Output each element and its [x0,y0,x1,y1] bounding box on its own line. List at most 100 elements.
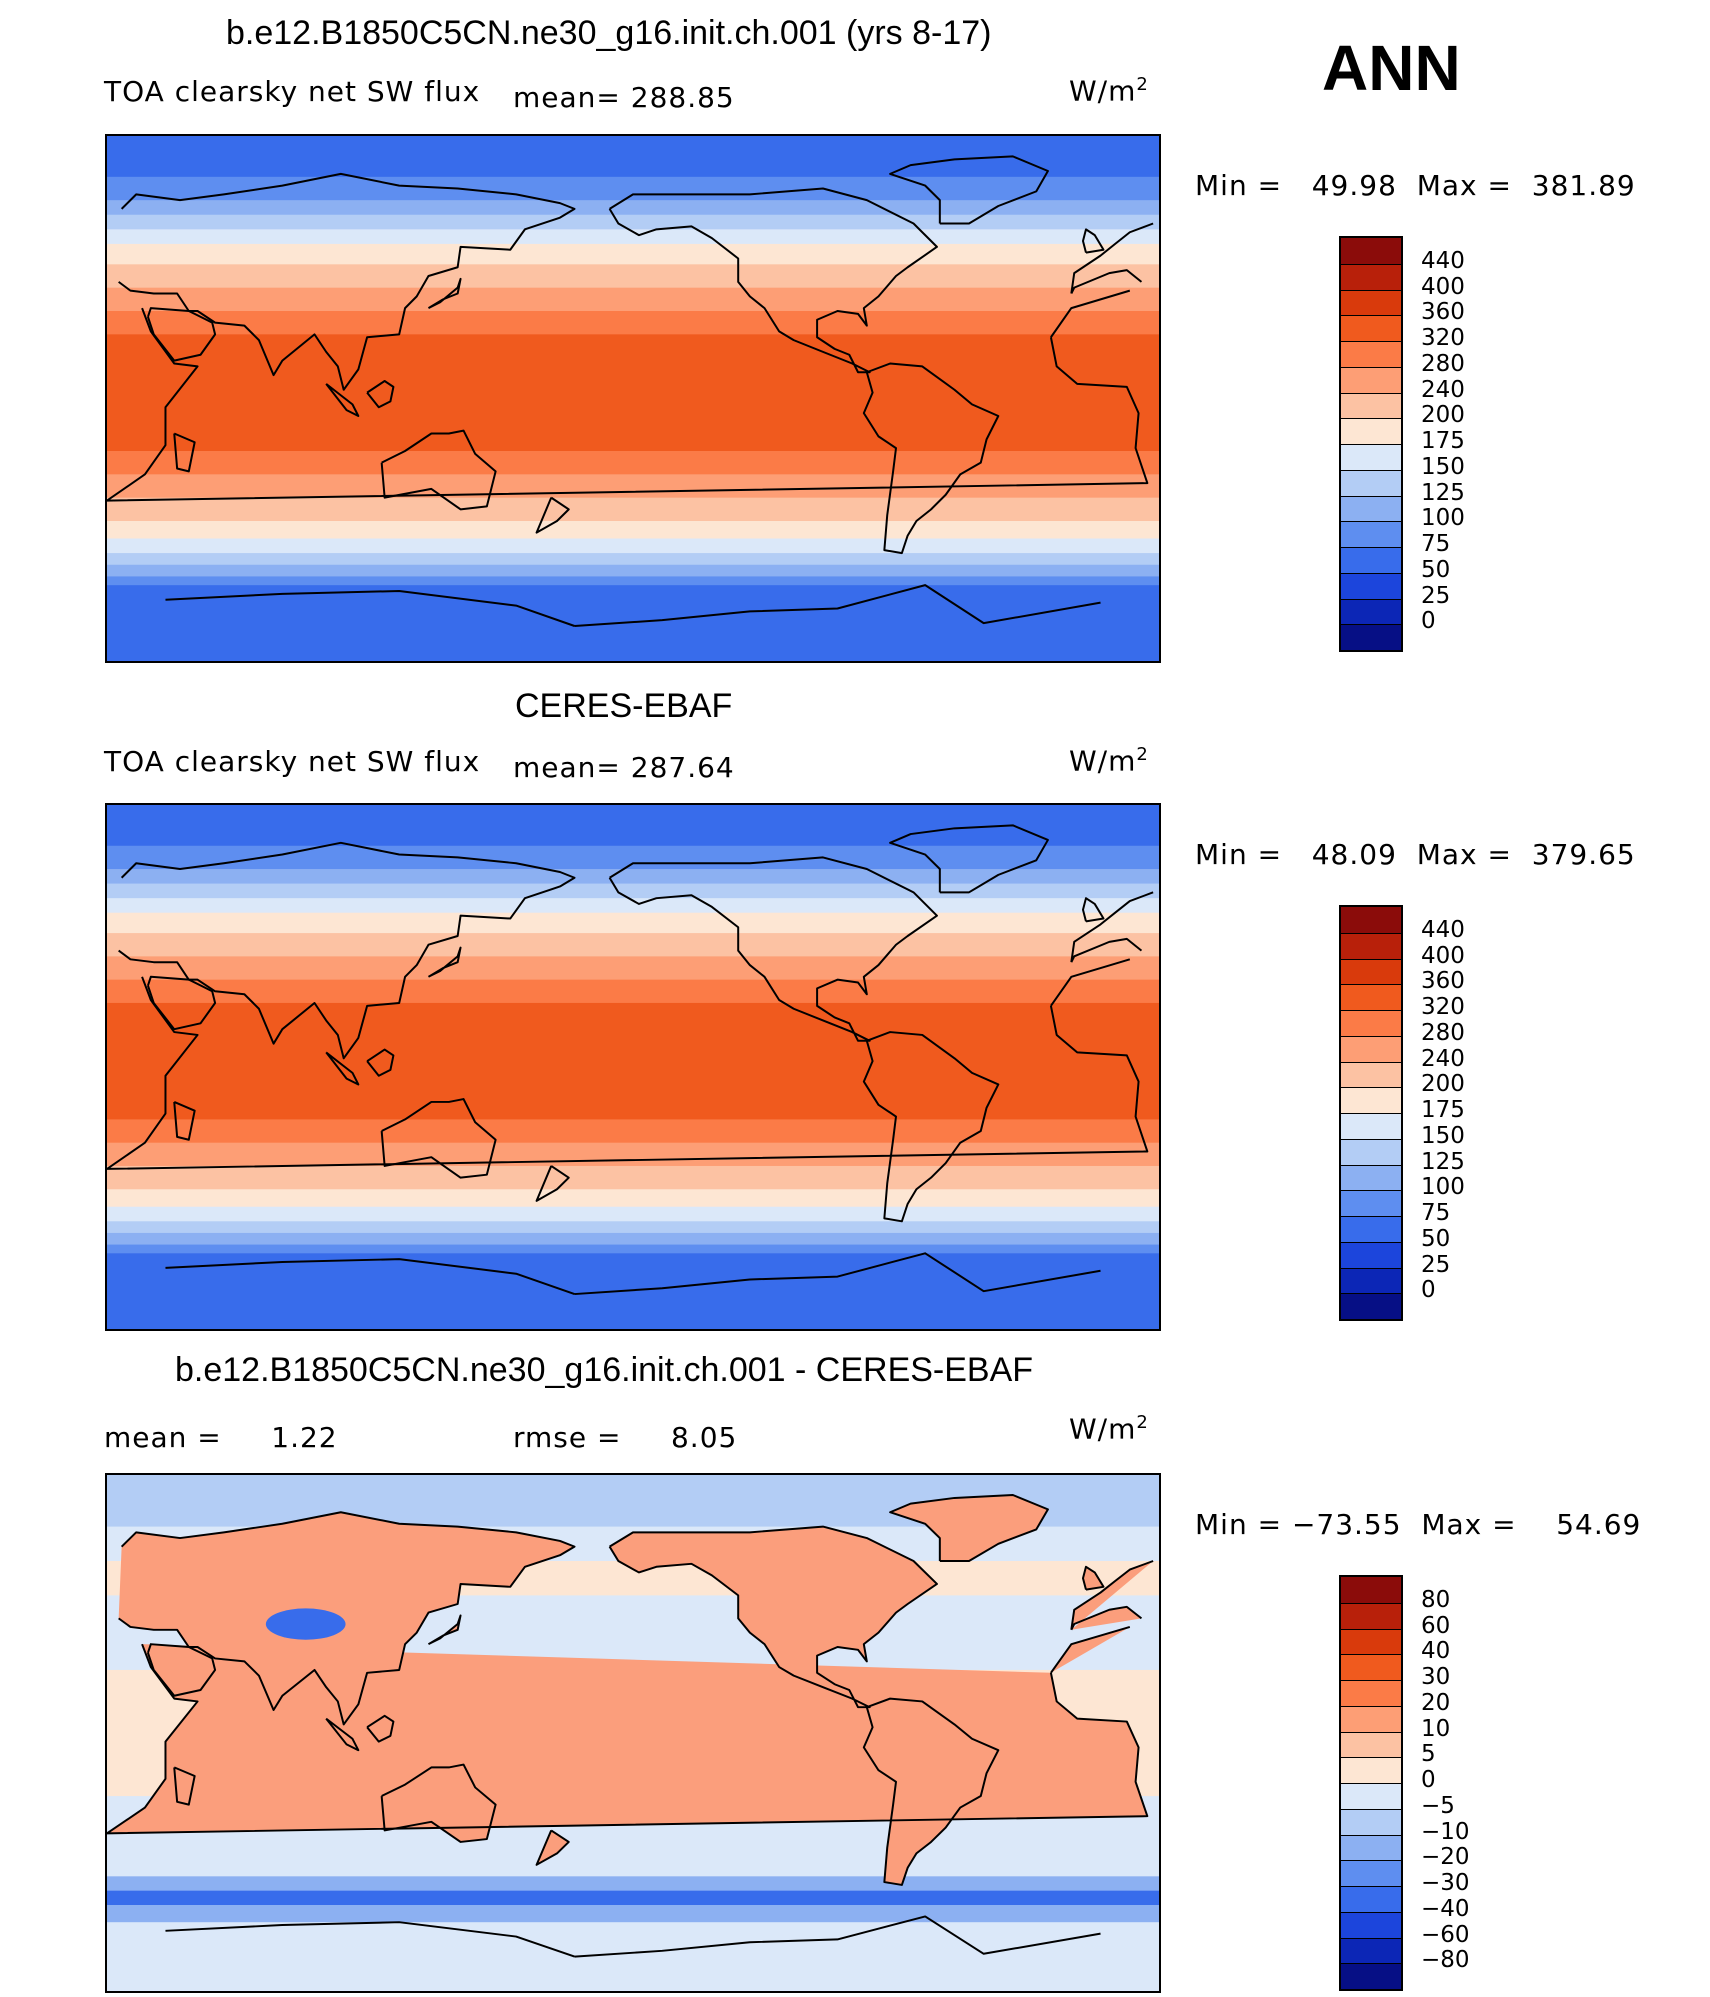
colorbar-swatch [1341,1705,1401,1732]
coastline [889,155,1049,225]
colorbar-swatch [1341,1654,1401,1680]
colorbar-swatch [1341,1911,1401,1938]
colorbar-swatch [1341,366,1401,393]
field-band [107,334,1159,452]
colorbar-swatch [1341,984,1401,1010]
colorbar-tick-label: 240 [1421,376,1465,403]
coastline [146,1643,217,1697]
field-band [107,564,1159,577]
field-band [107,474,1159,499]
units-label: W/m2 [1069,744,1149,778]
colorbar-swatch [1341,1834,1401,1861]
colorbar-swatch [1341,495,1401,522]
colorbar-tick-label: 200 [1421,402,1465,429]
coastline [889,824,1049,894]
colorbar-swatch [1341,1216,1401,1242]
field-band [107,1221,1159,1234]
colorbar-swatch [1341,1087,1401,1113]
coastline [118,172,1154,391]
field-band [107,136,1159,178]
colorbar-tick-label: 320 [1421,325,1465,351]
mean-diff-label: mean = 1.22 [104,1421,338,1454]
land-bias-fill [536,1830,569,1865]
field-band [107,243,1159,265]
coastline [535,1165,570,1202]
coastline [325,1717,360,1752]
field-band [107,979,1159,1004]
coastline [325,1051,360,1086]
colorbar-swatch [1341,907,1401,933]
colorbar-swatch [1341,289,1401,316]
colorbar-swatch [1341,1937,1401,1964]
colorbar-tick-label: 200 [1421,1071,1465,1098]
field-band [107,898,1159,914]
colorbar-swatch [1341,1628,1401,1655]
land-bias-fill [174,1767,195,1805]
field-band [107,200,1159,216]
field-band [107,883,1159,899]
coastline [608,1525,938,1709]
field-band [107,1232,1159,1246]
field-band [107,214,1159,230]
colorbar-swatch [1341,1035,1401,1062]
colorbar-tick-label: 440 [1421,916,1465,943]
field-band [107,1922,1159,1991]
colorbar-tick-label: 50 [1421,556,1451,583]
colorbar-swatch [1341,392,1401,419]
colorbar-swatch [1341,572,1401,599]
colorbar-tick-label: 0 [1421,1767,1436,1793]
season-label: ANN [1322,32,1461,104]
coastline [165,1252,1101,1296]
field-band [107,553,1159,566]
mean-label: mean= 287.64 [513,751,735,784]
units-label: W/m2 [1069,1412,1149,1446]
colorbar-tick-label: 125 [1421,479,1465,506]
colorbar-swatch [1341,1138,1401,1165]
field-band [107,1905,1159,1923]
colorbar-tick-label: 360 [1421,968,1465,995]
colorbar-swatch [1341,932,1401,959]
field-band [107,1890,1159,1906]
colorbar-swatch [1341,418,1401,444]
coastline [608,856,938,1042]
colorbar-tick-label: 440 [1421,247,1465,274]
colorbar-swatch [1341,315,1401,341]
map-model [105,134,1161,663]
colorbar-tick-label: 320 [1421,994,1465,1020]
colorbar-swatch [1341,1680,1401,1706]
colorbar-swatch [1341,1808,1401,1835]
colorbar-tick-label: 40 [1421,1638,1451,1665]
coastline [146,975,217,1031]
field-band [107,845,1159,870]
coastline [535,1829,570,1866]
coastline [107,289,1149,502]
coastline [165,1915,1101,1958]
units-label: W/m2 [1069,74,1149,108]
colorbar-swatch [1341,1963,1401,1989]
coastline [366,380,395,409]
colorbar-tick-label: 80 [1421,1586,1451,1613]
coastline [1081,897,1105,923]
field-band [107,497,1159,522]
colorbar-tick-label: 175 [1421,1097,1465,1123]
coastline [173,1101,196,1141]
colorbar-tick-label: 60 [1421,1612,1451,1639]
colorbar-swatch [1341,469,1401,496]
tibet-negative-bias [265,1608,346,1640]
colorbar-diff [1339,1575,1403,1991]
colorbar-tick-label: 400 [1421,273,1465,300]
coastline [535,496,570,534]
field-band [107,1165,1159,1190]
coastline [146,307,217,362]
map-diff [105,1473,1161,1993]
coastline [862,1031,1000,1223]
colorbar-tick-label: 5 [1421,1741,1436,1768]
coastline [380,429,497,511]
land-bias-fill [609,1526,937,1708]
colorbar-tick-label: 20 [1421,1689,1451,1716]
colorbar-model [1339,236,1403,652]
colorbar-swatch [1341,341,1401,367]
field-band [107,933,1159,957]
coastline [173,1766,196,1806]
coastline [1081,228,1105,254]
